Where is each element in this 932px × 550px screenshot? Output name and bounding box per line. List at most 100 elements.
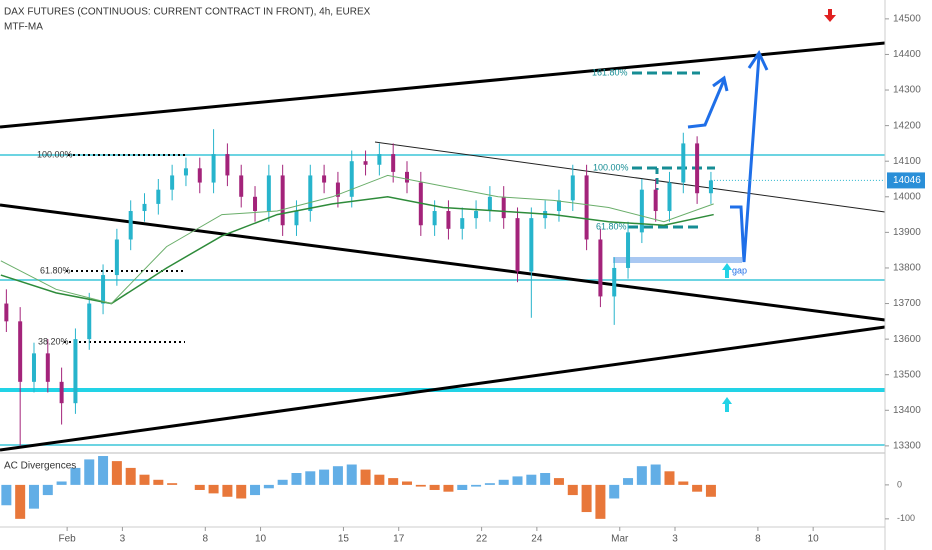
osc-bar xyxy=(609,484,620,499)
candle-body xyxy=(18,321,23,382)
candle-body xyxy=(598,239,603,297)
candle-body xyxy=(114,239,119,276)
osc-bar xyxy=(222,484,233,497)
candle-body xyxy=(695,143,700,194)
osc-bar xyxy=(125,467,136,485)
candle-body xyxy=(404,171,409,183)
annotations xyxy=(0,9,886,452)
x-tick-label: 10 xyxy=(808,534,820,545)
candle-body xyxy=(474,211,479,219)
x-tick-label: 22 xyxy=(476,534,488,545)
arrow-head xyxy=(712,75,729,92)
osc-bar xyxy=(623,478,634,485)
osc-bar xyxy=(498,479,509,485)
candle-body xyxy=(59,381,64,404)
osc-bar xyxy=(374,474,385,485)
candle-body xyxy=(529,218,534,272)
candle-body xyxy=(225,154,230,176)
candle-body xyxy=(239,175,244,197)
x-tick-label: Feb xyxy=(59,534,77,545)
y-tick-label: 14200 xyxy=(893,120,921,131)
candle-body xyxy=(460,218,465,229)
osc-bar xyxy=(553,478,564,485)
osc-bar xyxy=(194,484,205,490)
osc-bar xyxy=(664,471,675,485)
osc-y-tick-label: -100 xyxy=(897,513,915,523)
y-tick-label: 13300 xyxy=(893,441,921,452)
osc-bar xyxy=(581,484,592,513)
fib-label: 161.80% xyxy=(592,67,628,77)
x-tick-label: 3 xyxy=(672,534,678,545)
up-arrow xyxy=(722,397,732,412)
x-tick-label: Mar xyxy=(611,534,629,545)
x-tick-label: 3 xyxy=(120,534,126,545)
osc-bar xyxy=(484,483,495,485)
candle-body xyxy=(639,189,644,233)
candle-body xyxy=(501,196,506,219)
osc-bar xyxy=(263,484,274,489)
y-tick-label: 13600 xyxy=(893,334,921,345)
candle-body xyxy=(349,161,354,197)
y-tick-label: 13900 xyxy=(893,227,921,238)
candle-body xyxy=(708,180,713,194)
osc-bar xyxy=(388,478,399,485)
osc-bar xyxy=(401,481,412,485)
osc-bar xyxy=(1,484,12,506)
osc-bar xyxy=(277,479,288,485)
candle-body xyxy=(183,168,188,176)
arrow xyxy=(730,54,761,263)
y-tick-label: 14100 xyxy=(893,156,921,167)
candle-body xyxy=(45,353,50,382)
x-tick-label: 8 xyxy=(203,534,209,545)
osc-bar xyxy=(56,481,67,485)
trend-line xyxy=(374,141,886,213)
x-tick-label: 10 xyxy=(255,534,267,545)
osc-bar xyxy=(443,484,454,492)
candle-body xyxy=(142,203,147,212)
y-tick-label: 14300 xyxy=(893,85,921,96)
osc-bar xyxy=(15,484,26,519)
candle-body xyxy=(280,175,285,226)
candle-body xyxy=(128,211,133,240)
candle-body xyxy=(515,218,520,272)
osc-bar xyxy=(705,484,716,497)
osc-bar xyxy=(595,484,606,519)
x-tick-label: 8 xyxy=(755,534,761,545)
candle-body xyxy=(170,175,175,190)
candle-body xyxy=(308,175,313,212)
trend-line xyxy=(0,203,886,322)
fib-label: 61.80% xyxy=(40,265,71,275)
y-tick-label: 14400 xyxy=(893,49,921,60)
candle-body xyxy=(584,175,589,240)
y-tick-label: 14000 xyxy=(893,191,921,202)
osc-bar xyxy=(139,474,150,485)
osc-bar xyxy=(346,464,357,485)
indicator-label: MTF-MA xyxy=(4,22,43,33)
x-tick-label: 17 xyxy=(393,534,405,545)
trend-line xyxy=(0,325,886,452)
osc-bar xyxy=(153,479,164,485)
down-arrow xyxy=(824,9,836,22)
osc-bar xyxy=(42,484,53,496)
candle-body xyxy=(266,175,271,212)
candle-body xyxy=(446,211,451,229)
y-tick-label: 13700 xyxy=(893,298,921,309)
oscillator-title: AC Divergences xyxy=(4,461,76,472)
chart-title: DAX FUTURES (CONTINUOUS: CURRENT CONTRAC… xyxy=(4,7,371,18)
candle-body xyxy=(87,303,92,340)
candle-body xyxy=(556,200,561,212)
osc-bar xyxy=(457,484,468,490)
osc-bar xyxy=(540,473,551,485)
candle-body xyxy=(681,143,686,183)
osc-bar xyxy=(567,484,578,496)
candle-body xyxy=(653,189,658,212)
candle-body xyxy=(391,154,396,172)
candle-body xyxy=(487,196,492,212)
osc-bar xyxy=(250,484,261,496)
osc-bar xyxy=(98,456,109,485)
x-tick-label: 15 xyxy=(338,534,350,545)
candle-body xyxy=(570,175,575,201)
candle-body xyxy=(73,339,78,404)
osc-bar xyxy=(429,484,440,490)
candle-body xyxy=(101,275,106,304)
